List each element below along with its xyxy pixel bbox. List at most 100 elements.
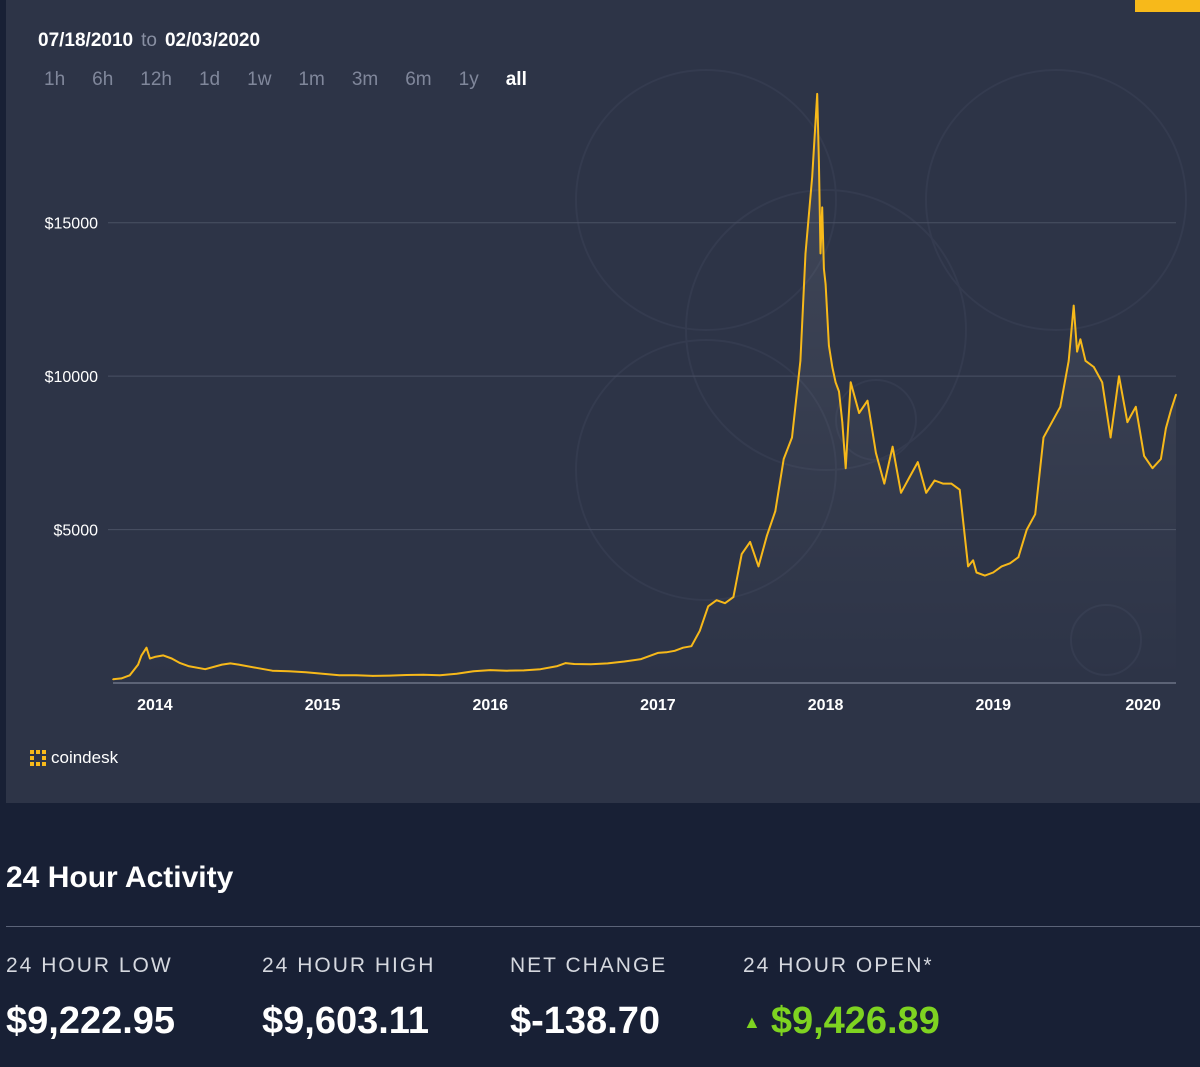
price-point (819, 252, 822, 255)
range-1d-button[interactable]: 1d (198, 69, 221, 90)
up-arrow-icon: ▲ (743, 1012, 761, 1033)
price-point (883, 482, 886, 485)
coindesk-logo-text: coindesk (51, 748, 119, 767)
price-point (149, 657, 151, 660)
y-tick-label: $5000 (54, 523, 99, 540)
date-to[interactable]: 02/03/2020 (164, 30, 261, 51)
price-point (606, 662, 609, 665)
price-point (405, 674, 408, 676)
price-point (707, 605, 710, 608)
range-1h-button[interactable]: 1h (44, 69, 66, 90)
price-point (522, 669, 525, 672)
y-tick-label: $10000 (45, 369, 98, 386)
x-tick-label: 2016 (472, 697, 508, 714)
stat-label: 24 HOUR LOW (6, 954, 173, 977)
price-point (112, 678, 114, 681)
date-range[interactable]: 07/18/2010 to 02/03/2020 (38, 30, 260, 52)
range-6h-button[interactable]: 6h (92, 69, 114, 90)
price-point (590, 663, 592, 666)
range-1w-button[interactable]: 1w (247, 69, 272, 90)
price-point (757, 565, 760, 568)
price-point (388, 674, 391, 677)
price-point (640, 658, 642, 660)
price-point (816, 93, 818, 95)
price-point (749, 541, 751, 543)
price-point (782, 458, 785, 460)
price-point (162, 654, 165, 657)
price-point (1079, 338, 1082, 341)
price-point (1165, 427, 1167, 430)
stat-label: 24 HOUR HIGH (262, 954, 436, 977)
x-tick-label: 2017 (640, 697, 676, 714)
price-point (1143, 455, 1145, 457)
range-3m-button[interactable]: 3m (351, 69, 379, 90)
price-point (967, 565, 969, 568)
price-point (992, 571, 995, 574)
price-point (828, 344, 830, 347)
stat-24h-low: 24 HOUR LOW $9,222.95 (6, 954, 175, 1043)
price-point (844, 467, 847, 470)
price-point (1118, 375, 1120, 377)
price-point (154, 656, 156, 658)
price-point (1160, 458, 1162, 460)
price-point (573, 663, 575, 665)
stat-net-change: NET CHANGE $-138.70 (510, 954, 667, 1043)
x-tick-label: 2014 (137, 697, 173, 714)
date-to-label: to (141, 30, 157, 51)
accent-bar (1135, 0, 1200, 12)
price-point (900, 491, 902, 494)
range-all-button[interactable]: all (505, 69, 527, 90)
price-point (724, 602, 726, 605)
stat-label: 24 HOUR OPEN* (743, 954, 934, 977)
price-point (715, 599, 718, 601)
x-tick-label: 2019 (975, 697, 1011, 714)
price-chart[interactable]: $5000 $10000 $15000 2014 2015 2016 2017 2018 201… (6, 0, 1200, 803)
price-point (824, 283, 827, 285)
price-point (489, 669, 492, 671)
price-point (942, 482, 944, 485)
price-point (925, 491, 927, 494)
price-point (305, 671, 307, 674)
price-point (682, 646, 684, 649)
price-series-line (112, 92, 1177, 681)
x-tick-label: 2020 (1125, 697, 1161, 714)
price-point (1067, 360, 1070, 362)
price-point (975, 571, 978, 574)
price-point (799, 360, 802, 362)
price-point (811, 175, 813, 178)
x-tick-label: 2018 (808, 697, 844, 714)
range-1m-button[interactable]: 1m (298, 69, 325, 90)
price-point (1072, 304, 1075, 307)
price-point (858, 412, 860, 414)
price-point (472, 670, 475, 673)
price-point (1151, 467, 1154, 470)
price-point (1101, 381, 1104, 384)
range-12h-button[interactable]: 12h (140, 69, 172, 90)
x-tick-label: 2015 (305, 697, 341, 714)
price-point (838, 390, 840, 393)
price-point (875, 452, 877, 454)
price-point (1059, 406, 1062, 408)
range-6m-button[interactable]: 6m (405, 69, 432, 90)
background-ring (925, 69, 1187, 331)
range-1y-button[interactable]: 1y (458, 69, 479, 90)
price-point (271, 669, 274, 672)
coindesk-logo-icon (30, 750, 46, 766)
price-point (237, 663, 240, 666)
price-point (933, 479, 936, 482)
price-point (823, 267, 825, 270)
price-point (1025, 528, 1028, 531)
stat-value: $9,426.89 (770, 1000, 940, 1042)
price-point (891, 445, 894, 448)
price-point (958, 488, 961, 491)
date-from[interactable]: 07/18/2010 (38, 30, 134, 51)
stat-value: $9,603.11 (262, 1000, 429, 1042)
price-point (204, 668, 207, 670)
price-area-fill (113, 93, 1176, 683)
divider (6, 926, 1200, 927)
price-point (972, 559, 974, 562)
price-point (321, 672, 324, 675)
price-point (556, 665, 559, 667)
price-point (1076, 350, 1078, 353)
price-point (338, 674, 341, 677)
